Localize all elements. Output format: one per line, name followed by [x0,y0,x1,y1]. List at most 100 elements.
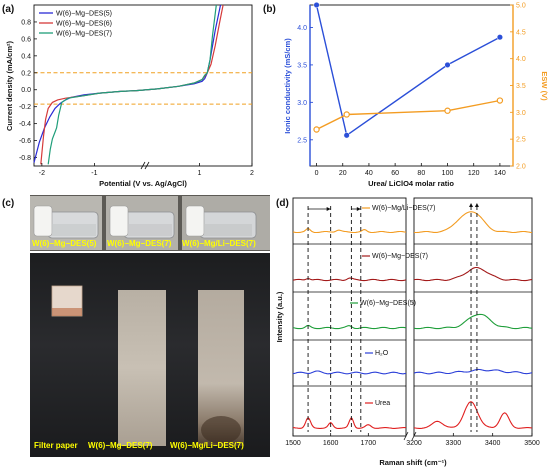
b-xtick-label: 120 [468,170,480,177]
d-series-label: W(6)−Mg−DES(7) [372,253,428,260]
b-xtick-label: 80 [417,170,425,177]
b-y2tick-label: 2.0 [516,164,526,171]
d-xtick-label: 3400 [485,440,501,447]
d-series-line-right [413,401,533,429]
vial-3 [182,196,270,250]
d-series-line-right [413,368,533,375]
b-ytick-label: 4.0 [297,25,307,32]
a-legend-label: W(6)−Mg−DES(7) [56,31,112,38]
panel-d-separators [293,243,532,387]
b-y2tick-label: 4.5 [516,29,526,36]
b-y2tick-label: 5.0 [516,3,526,10]
panel-b-ticks: 2.5 3.0 3.5 4.0 2.0 2.5 3.0 3.5 4.0 4.5 5.0 0 20 40 60… [297,3,526,178]
panel-a-xlabel: Potential (V vs. Ag/AgCl) [99,179,187,188]
d-shift-arrowhead [326,207,331,211]
d-shift-arrowhead [469,203,474,207]
d-series-label: W(6)−Mg−DES(5) [360,300,416,307]
d-series-line-left [292,277,407,282]
b-series-line [315,4,501,137]
d-xtick-label: 3300 [446,440,462,447]
d-series-label: W(6)−Mg/Li−DES(7) [372,205,435,212]
b-point-conductivity [444,61,451,68]
b-y2tick-label: 4.0 [516,56,526,63]
panel-d-series-labels: W(6)−Mg/Li−DES(7) W(6)−Mg−DES(7) W(6)−Mg−D… [350,205,435,407]
panel-a-series [33,4,224,165]
b-xtick-label: 0 [315,170,319,177]
a-ytick-label: 0.4 [21,53,31,60]
panel-d-frame-left [292,197,407,437]
vial-caption-1: W(6)−Mg−DES(5) [32,239,97,248]
b-ytick-label: 3.5 [297,62,307,69]
panel-b: (b) 2.5 3.0 3.5 4.0 2.0 2.5 3.0 3.5 4.0 4.5 5.0 0 20… [263,1,549,188]
panel-a-axis-break [140,161,150,170]
b-point-conductivity [496,34,503,41]
d-series-label: Urea [375,400,390,407]
panel-a-legend: W(6)−Mg−DES(5) W(6)−Mg−DES(6) W(6)−Mg−DES(… [39,11,112,38]
panel-b-label: (b) [263,4,276,15]
panel-d: (d) 1500 1600 1700 3200 3300 3400 3500 W(6)−Mg… [275,197,540,467]
panel-c-label: (c) [2,198,14,209]
d-series-line-right [413,266,533,282]
d-series-line-left [292,370,407,375]
d-xtick-label: 3500 [524,440,540,447]
b-point-esw [313,126,320,133]
panel-a-ticks: -0.8 -0.6 -0.4 -0.2 0.0 0.2 0.4 0.6 0.8 -2 -1 1 2 [19,19,254,177]
a-series-line [40,4,224,165]
b-y2tick-label: 2.5 [516,137,526,144]
d-xtick-label: 1500 [285,440,301,447]
b-point-conductivity [313,1,320,9]
a-ytick-label: -0.8 [19,155,31,162]
panel-d-reference-lines [307,203,479,432]
b-point-esw [496,97,504,104]
b-xtick-label: 40 [365,170,373,177]
d-series-line-left [292,416,407,429]
d-series-line-right [413,211,533,234]
panel-c: (c) W(6)−Mg−DES(5) W( [2,195,270,457]
panel-b-series [313,1,504,139]
panel-d-frame-right [413,197,533,437]
panel-d-ylabel: Intensity (a.u.) [275,291,284,342]
panel-a: (a) -0.8 -0.6 -0.4 -0.2 0.0 0.2 0.4 0.6 0.8 -2 -1 1… [2,4,254,188]
a-ytick-label: -0.2 [19,104,31,111]
a-xtick-label: -2 [39,170,45,177]
a-xtick-label: 2 [250,170,254,177]
a-ytick-label: 0.6 [21,36,31,43]
b-xtick-label: 60 [391,170,399,177]
d-xtick-label: 1600 [323,440,339,447]
a-ytick-label: -0.4 [19,121,31,128]
panel-b-frame [309,4,514,167]
a-ytick-label: -0.6 [19,138,31,145]
panel-d-series [292,211,533,429]
panel-d-axis-break [403,431,417,441]
d-xtick-label: 3200 [406,440,422,447]
b-ytick-label: 3.0 [297,100,307,107]
a-ytick-label: 0.0 [21,87,31,94]
b-y2tick-label: 3.5 [516,83,526,90]
d-series-line-left [292,324,407,330]
b-xtick-label: 140 [494,170,506,177]
d-shift-arrowhead [356,207,361,211]
panel-b-xlabel: Urea/ LiClO4 molar ratio [368,179,454,188]
panel-a-guides [34,72,252,105]
vial-1 [30,196,102,250]
panel-d-ticks: 1500 1600 1700 3200 3300 3400 3500 [285,433,540,447]
des7-caption: W(6)−Mg−DES(7) [88,441,153,450]
d-series-line-right [413,313,533,330]
panel-a-ylabel: Current density (mA/cm²) [5,40,14,131]
b-xtick-label: 20 [339,170,347,177]
panel-a-frame [33,4,253,167]
a-xtick-label: 1 [198,170,202,177]
panel-d-xlabel: Raman shift (cm⁻¹) [379,458,447,467]
d-xtick-label: 1700 [361,440,377,447]
filter-paper-caption: Filter paper [34,441,78,450]
b-xtick-label: 100 [442,170,454,177]
filter-paper-photo: Filter paper W(6)−Mg−DES(7) W(6)−Mg/Li−D… [30,253,270,457]
a-series-line [47,4,217,165]
b-point-conductivity [343,132,350,139]
vial-2 [106,196,178,250]
a-xtick-label: -1 [91,170,97,177]
panel-b-ylabel: Ionic conductivity (mS/cm) [283,38,292,134]
a-legend-label: W(6)−Mg−DES(6) [56,21,112,28]
a-ytick-label: 0.8 [21,19,31,26]
